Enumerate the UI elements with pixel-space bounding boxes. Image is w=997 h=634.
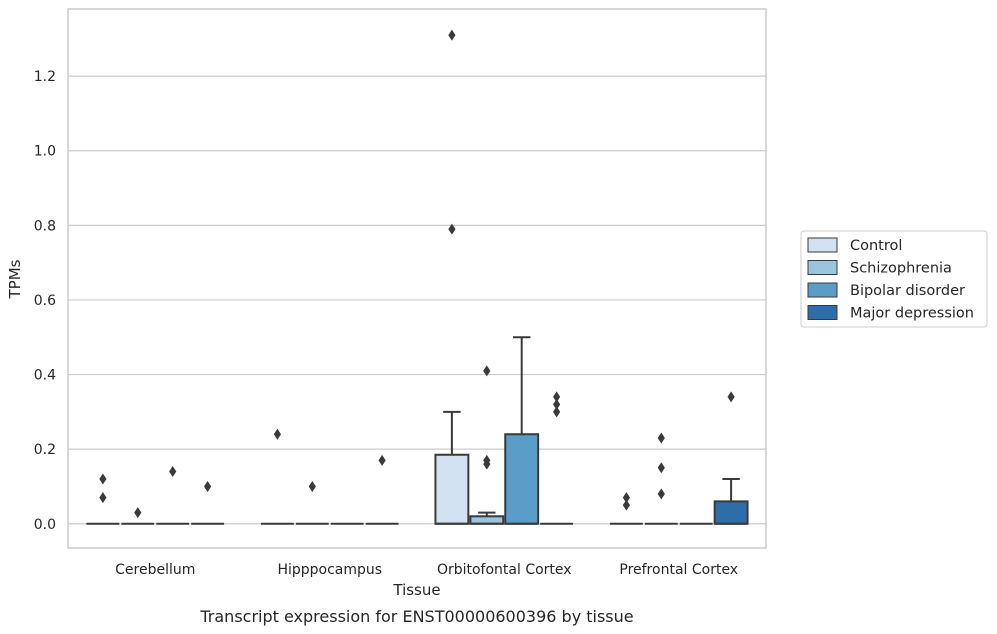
- y-tick-label: 1.2: [34, 69, 56, 85]
- x-tick-labels: Cerebellum Hipppocampus Orbitofontal Corte…: [115, 562, 738, 578]
- outlier-point: [553, 398, 561, 410]
- y-tick-label: 0.8: [34, 218, 56, 234]
- legend-swatch: [807, 237, 838, 253]
- outlier-point: [622, 499, 630, 511]
- y-tick-label: 0.2: [34, 442, 56, 458]
- outlier-point: [657, 488, 665, 500]
- outlier-point: [273, 428, 281, 440]
- legend-label: Bipolar disorder: [850, 283, 965, 299]
- y-tick-label: 0.6: [34, 293, 56, 309]
- grid-layer: [68, 75, 766, 525]
- box-body: [504, 433, 540, 525]
- y-axis-label: TPMs: [6, 259, 24, 299]
- box-body: [434, 453, 470, 525]
- x-axis-label: Tissue: [392, 581, 440, 599]
- legend-items: Control Schizophrenia Bipolar disorder Majo…: [807, 237, 974, 322]
- outlier-point: [553, 391, 561, 403]
- box-body: [469, 515, 505, 525]
- outlier-point: [99, 492, 107, 504]
- outlier-point: [204, 480, 212, 492]
- outlier-point: [657, 432, 665, 444]
- outlier-point: [553, 406, 561, 418]
- legend-swatch: [807, 260, 838, 275]
- outlier-point: [378, 454, 386, 466]
- chart-caption: Transcript expression for ENST0000060039…: [199, 607, 633, 626]
- legend: Control Schizophrenia Bipolar disorder Majo…: [800, 230, 988, 328]
- outlier-point: [727, 391, 735, 403]
- legend-label: Schizophrenia: [850, 261, 952, 277]
- outlier-point: [308, 480, 316, 492]
- legend-frame: [800, 230, 988, 328]
- outlier-point: [483, 454, 491, 466]
- x-tick-label: Orbitofontal Cortex: [437, 562, 572, 578]
- box-major-depression: [713, 477, 749, 525]
- legend-label: Control: [850, 238, 902, 254]
- outlier-point: [134, 507, 142, 519]
- outlier-point: [99, 473, 107, 485]
- box-control: [434, 410, 470, 525]
- y-tick-label: 0.4: [34, 368, 56, 384]
- x-tick-label: Cerebellum: [115, 562, 195, 578]
- x-tick-label: Prefrontal Cortex: [619, 562, 738, 578]
- box-layer: [86, 336, 749, 525]
- box-body: [713, 500, 749, 525]
- y-tick-labels: 0.0 0.2 0.4 0.6 0.8 1.0 1.2: [34, 69, 56, 533]
- outlier-point: [448, 29, 456, 41]
- y-tick-label: 1.0: [34, 144, 56, 160]
- x-tick-label: Hipppocampus: [277, 562, 382, 578]
- plot-frame: [67, 8, 767, 549]
- y-tick-label: 0.0: [34, 517, 56, 533]
- outlier-layer: [99, 29, 735, 519]
- outlier-point: [483, 365, 491, 377]
- outlier-point: [448, 223, 456, 235]
- legend-swatch: [807, 282, 838, 298]
- box-schizophrenia: [469, 511, 505, 525]
- box-bipolar-disorder: [504, 336, 540, 525]
- legend-swatch: [807, 305, 838, 320]
- outlier-point: [622, 492, 630, 504]
- outlier-point: [657, 462, 665, 474]
- outlier-point: [169, 466, 177, 478]
- legend-label: Major depression: [850, 306, 974, 322]
